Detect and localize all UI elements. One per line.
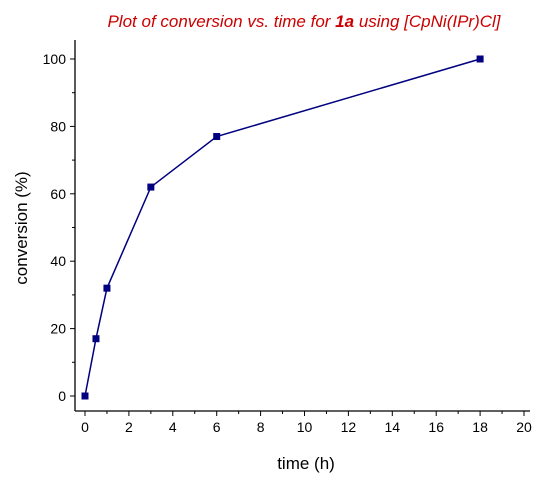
- x-tick-label: 10: [297, 419, 313, 435]
- x-axis-label: time (h): [277, 454, 335, 473]
- data-point: [213, 133, 221, 141]
- x-tick-label: 18: [472, 419, 488, 435]
- y-axis-ticks: 0 20 40 60 80 100: [43, 51, 75, 404]
- y-tick-label: 40: [50, 253, 66, 269]
- x-tick-label: 14: [385, 419, 401, 435]
- chart-title-prefix: Plot of conversion vs. time for: [107, 12, 335, 31]
- x-axis-ticks: 0 2 4 6 8 10 12 14 16 18 20: [81, 411, 532, 435]
- y-tick-label: 0: [58, 388, 66, 404]
- x-tick-label: 4: [169, 419, 177, 435]
- y-tick-label: 60: [50, 186, 66, 202]
- data-point: [103, 284, 111, 292]
- y-axis-label: conversion (%): [12, 171, 31, 284]
- chart-title-suffix: using [CpNi(IPr)Cl]: [354, 12, 502, 31]
- x-tick-label: 0: [81, 419, 89, 435]
- y-tick-label: 80: [50, 118, 66, 134]
- data-point: [92, 335, 100, 343]
- x-tick-label: 8: [257, 419, 265, 435]
- chart-title-compound: 1a: [335, 12, 354, 31]
- x-tick-label: 20: [516, 419, 532, 435]
- y-tick-label: 20: [50, 321, 66, 337]
- series-line: [84, 58, 481, 397]
- y-tick-label: 100: [43, 51, 67, 67]
- x-tick-label: 2: [125, 419, 133, 435]
- x-tick-label: 6: [213, 419, 221, 435]
- x-tick-label: 12: [341, 419, 357, 435]
- data-point: [147, 183, 155, 191]
- x-tick-label: 16: [428, 419, 444, 435]
- data-point: [476, 55, 484, 63]
- chart-title: Plot of conversion vs. time for 1a using…: [107, 12, 501, 31]
- data-series: [81, 55, 484, 400]
- data-point: [81, 392, 89, 400]
- axes: [74, 40, 530, 412]
